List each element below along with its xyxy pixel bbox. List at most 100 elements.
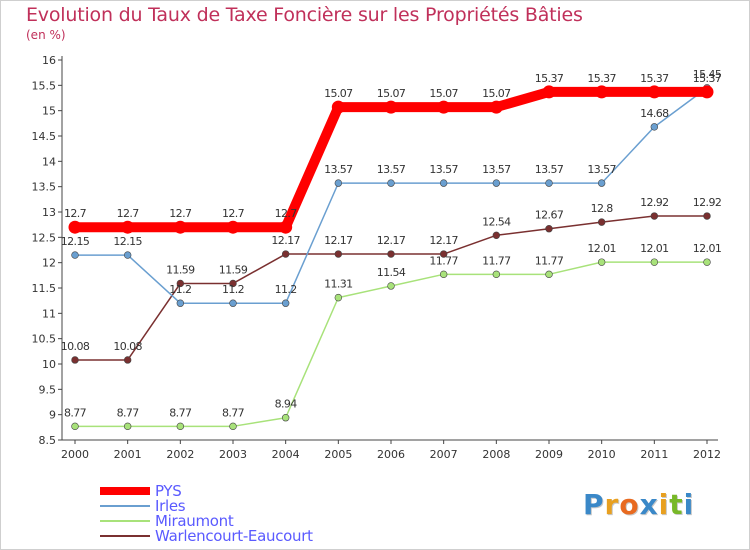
y-tick-label: 15.5 [32, 79, 57, 92]
y-tick-label: 10 [42, 358, 56, 371]
legend-label-miraumont: Miraumont [155, 512, 234, 530]
data-label-warlencourt-eaucourt: 12.92 [693, 196, 722, 209]
y-tick-label: 11 [42, 307, 56, 320]
data-label-miraumont: 12.01 [693, 242, 722, 255]
data-label-miraumont: 8.94 [275, 398, 298, 411]
data-point-miraumont [650, 258, 659, 266]
data-label-pys: 15.37 [640, 72, 669, 85]
data-label-miraumont: 11.77 [535, 254, 564, 267]
data-label-irles: 13.57 [377, 163, 406, 176]
data-point-pys [647, 85, 661, 99]
data-point-warlencourt-eaucourt [71, 356, 79, 364]
data-label-irles: 13.57 [324, 163, 353, 176]
y-tick-label: 12.5 [32, 231, 57, 244]
logo-letter: r [604, 488, 620, 521]
data-point-warlencourt-eaucourt [334, 250, 343, 258]
data-point-miraumont [229, 422, 237, 431]
data-point-miraumont [334, 293, 343, 302]
data-point-miraumont [439, 270, 448, 279]
y-tick-label: 16 [42, 54, 56, 67]
legend-label-warlencourt-eaucourt: Warlencourt-Eaucourt [155, 527, 313, 545]
data-point-miraumont [387, 282, 395, 290]
proxiti-logo: Proxiti [583, 488, 694, 521]
data-label-irles: 11.2 [275, 283, 297, 296]
data-point-warlencourt-eaucourt [597, 218, 606, 226]
data-point-irles [387, 179, 395, 187]
data-point-warlencourt-eaucourt [176, 279, 185, 288]
x-tick-label: 2012 [693, 448, 721, 461]
data-label-pys: 15.37 [535, 72, 564, 85]
data-point-warlencourt-eaucourt [545, 225, 553, 233]
data-label-pys: 15.07 [482, 87, 511, 100]
data-label-irles: 13.57 [482, 163, 511, 176]
x-tick-label: 2000 [61, 448, 89, 461]
data-label-pys: 15.37 [587, 72, 616, 85]
y-tick-label: 14 [42, 155, 56, 168]
data-point-miraumont [123, 422, 132, 431]
logo-letter: o [619, 488, 640, 521]
legend-label-irles: Irles [155, 497, 186, 515]
data-label-pys: 15.37 [693, 72, 722, 85]
data-point-irles [176, 299, 185, 307]
data-label-irles: 13.57 [535, 163, 564, 176]
data-label-warlencourt-eaucourt: 11.59 [219, 263, 248, 276]
x-tick-label: 2003 [219, 448, 247, 461]
data-point-warlencourt-eaucourt [650, 212, 659, 220]
data-point-pys [121, 220, 135, 234]
data-point-pys [331, 100, 345, 114]
data-point-warlencourt-eaucourt [229, 279, 237, 288]
data-label-pys: 15.07 [429, 87, 458, 100]
data-label-warlencourt-eaucourt: 12.92 [640, 196, 669, 209]
data-point-miraumont [545, 270, 553, 279]
legend-label-pys: PYS [155, 482, 182, 500]
data-label-warlencourt-eaucourt: 12.17 [377, 234, 406, 247]
data-label-irles: 12.15 [61, 235, 90, 248]
data-label-pys: 12.7 [117, 207, 140, 220]
data-point-irles [492, 179, 501, 187]
data-label-warlencourt-eaucourt: 12.8 [591, 202, 614, 215]
data-label-pys: 12.7 [64, 207, 87, 220]
data-label-irles: 15.45 [693, 68, 722, 81]
y-tick-label: 13 [42, 206, 56, 219]
y-tick-label: 13.5 [32, 181, 57, 194]
data-point-miraumont [492, 270, 501, 279]
logo-letter: i [683, 488, 695, 521]
data-label-irles: 13.57 [587, 163, 616, 176]
x-tick-label: 2009 [535, 448, 563, 461]
data-point-pys [595, 85, 609, 99]
data-point-miraumont [281, 414, 290, 422]
data-point-pys [700, 85, 714, 99]
data-label-miraumont: 11.77 [482, 254, 511, 267]
data-label-pys: 12.7 [169, 207, 192, 220]
data-label-warlencourt-eaucourt: 12.17 [324, 234, 353, 247]
data-point-pys [489, 100, 503, 114]
data-point-warlencourt-eaucourt [387, 250, 395, 258]
y-tick-label: 10.5 [32, 333, 57, 346]
x-tick-label: 2008 [482, 448, 510, 461]
data-point-irles [123, 251, 132, 259]
data-label-warlencourt-eaucourt: 12.54 [482, 215, 511, 228]
data-point-pys [542, 85, 556, 99]
data-label-pys: 15.07 [324, 87, 353, 100]
data-label-miraumont: 11.31 [324, 278, 353, 291]
data-point-pys [437, 100, 451, 114]
x-tick-label: 2005 [324, 448, 352, 461]
x-tick-label: 2006 [377, 448, 405, 461]
data-label-miraumont: 12.01 [640, 242, 669, 255]
logo-letter: x [639, 488, 659, 521]
legend-swatch-warlencourt-eaucourt [100, 535, 150, 537]
data-label-irles: 13.57 [429, 163, 458, 176]
data-point-miraumont [176, 422, 185, 431]
chart-title: Evolution du Taux de Taxe Foncière sur l… [26, 4, 583, 26]
y-tick-label: 14.5 [32, 130, 57, 143]
data-point-irles [281, 299, 290, 307]
data-point-irles [229, 299, 237, 307]
data-point-pys [226, 220, 240, 234]
data-label-warlencourt-eaucourt: 10.08 [61, 340, 90, 353]
data-point-irles [545, 179, 553, 187]
y-tick-label: 15 [42, 105, 56, 118]
legend-swatch-irles [100, 505, 150, 507]
data-label-warlencourt-eaucourt: 12.17 [271, 234, 300, 247]
line-chart: 8.5 9 9.5 10 10.5 11 11.5 12 12.5 13 13.5 14 14.5 15 1… [32, 54, 723, 461]
data-point-warlencourt-eaucourt [439, 250, 448, 258]
